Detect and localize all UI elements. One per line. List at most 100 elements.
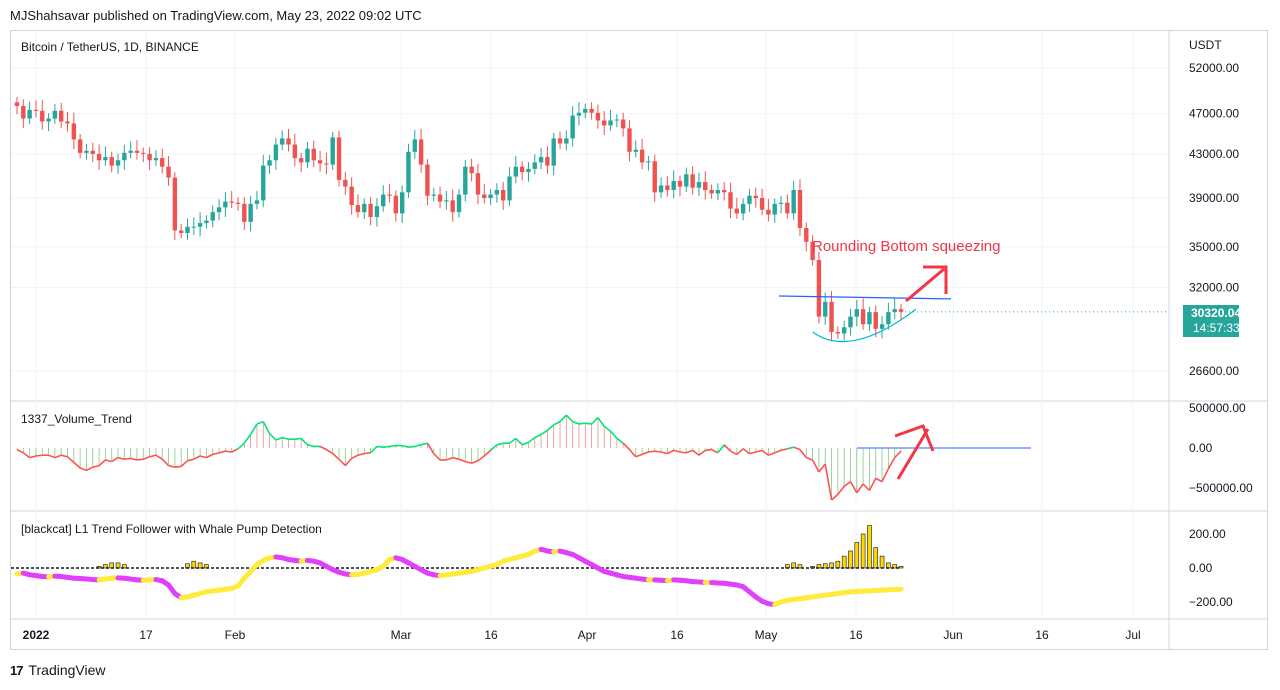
candle-body [425,164,430,196]
volume-trend-segment [686,449,693,454]
candle-body [324,163,329,165]
volume-trend-segment [446,456,453,461]
candle-body [778,202,784,204]
candle-body [734,208,740,214]
candle-body [280,138,285,145]
whale-indicator-title: [blackcat] L1 Trend Follower with Whale … [21,522,322,536]
candle-body [823,301,828,317]
whale-bar [886,562,891,569]
tradingview-footer[interactable]: 17 TradingView [10,662,106,678]
volume-trend-segment [420,442,428,446]
y-tick-label: 43000.00 [1189,147,1239,161]
candle-body [172,177,178,231]
candle-body [551,138,556,166]
candle-body [153,158,159,161]
volume-trend-segment [401,444,409,448]
volume-trend-segment [591,417,599,425]
volume-trend-segment [705,448,712,452]
candle-body [160,158,165,167]
whale-bar [191,560,197,569]
candle-body [229,201,234,203]
candle-body [589,108,594,113]
candle-body [848,316,853,328]
candle-body [406,151,411,193]
candle-body [298,158,304,163]
volume-trend-segment [465,460,472,464]
volume-trend-segment [458,458,466,463]
volume-trend-segment [477,455,485,462]
volume-trend-segment [755,449,763,453]
candle-body [576,112,582,116]
volume-arrow-shaft [896,428,930,480]
x-tick-label: 16 [670,628,684,642]
volume-trend-segment [180,460,189,467]
candle-body [475,173,481,195]
volume-trend-segment [92,464,100,468]
candle-body [886,312,891,325]
whale-bar [103,564,108,569]
volume-trend-segment [654,450,662,453]
volume-y-tick-label: 500000.00 [1189,401,1246,415]
volume-trend-segment [16,448,24,454]
candle-body [722,189,727,193]
candle-body [431,194,436,196]
volume-trend-segment [711,448,719,454]
candle-body [507,176,512,201]
whale-bar [109,562,115,569]
volume-trend-segment [269,433,277,441]
volume-trend-segment [799,449,807,459]
candle-body [532,162,537,169]
chart-container[interactable]: 2022 17 Feb Mar 16 Apr 16 May 16 Jun 16 Jul 52000.00… [10,30,1268,650]
candle-body [374,206,380,217]
x-tick-label: May [755,628,778,642]
volume-trend-segment [875,477,883,483]
whale-bar [873,547,879,569]
candle-body [791,189,796,214]
volume-trend-pane [16,414,1031,501]
candle-body [785,202,790,214]
x-tick-label: 17 [139,628,153,642]
whale-bar [898,565,904,569]
candle-body [557,138,563,144]
candle-body [197,223,203,227]
candle-body [740,203,746,214]
candle-body [393,195,399,214]
volume-trend-segment [641,451,649,456]
volume-trend-segment [426,442,435,455]
volume-trend-segment [243,433,252,444]
volume-trend-segment [282,436,289,440]
volume-trend-segment [143,456,150,460]
whale-bar [867,525,872,569]
volume-trend-segment [61,454,68,458]
volume-trend-segment [849,481,858,494]
volume-trend-segment [515,437,523,446]
volume-trend-segment [249,423,258,435]
volume-trend-segment [749,451,756,455]
volume-trend-segment [768,452,775,456]
chart-svg[interactable]: 2022 17 Feb Mar 16 Apr 16 May 16 Jun 16 Jul 52000.00… [11,31,1267,649]
volume-trend-segment [818,463,826,473]
volume-trend-title: 1337_Volume_Trend [21,412,132,426]
volume-trend-segment [811,459,820,473]
candle-body [450,200,455,213]
candle-body [204,220,209,224]
volume-trend-segment [521,441,529,446]
whale-y-tick-label: 0.00 [1189,561,1213,575]
candle-body [709,189,714,194]
volume-trend-segment [585,422,592,425]
volume-trend-segment [452,456,460,460]
volume-trend-segment [389,444,396,448]
candle-body [355,205,361,213]
candle-body [90,150,95,154]
candle-body [418,139,424,165]
candle-body [665,185,670,190]
candles [14,96,1169,342]
candle-body [816,260,822,317]
candle-body [469,166,474,174]
candle-body [122,152,127,161]
candle-body [305,148,310,163]
candle-body [27,109,32,119]
candle-body [677,180,683,187]
candle-body [583,108,588,113]
candle-body [109,157,114,166]
